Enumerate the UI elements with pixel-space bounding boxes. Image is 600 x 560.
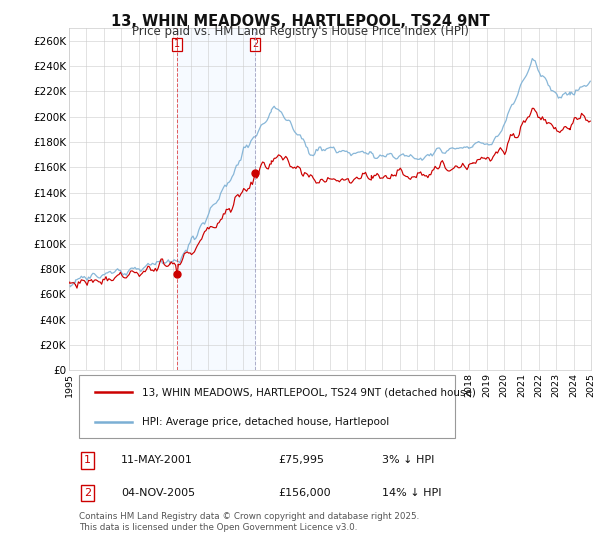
Text: £156,000: £156,000 (278, 488, 331, 498)
Text: 1: 1 (174, 39, 180, 49)
Bar (177, 28, 256, 370)
Text: 2: 2 (84, 488, 91, 498)
Text: Contains HM Land Registry data © Crown copyright and database right 2025.
This d: Contains HM Land Registry data © Crown c… (79, 512, 419, 531)
Text: 2: 2 (252, 39, 259, 49)
Text: 1: 1 (84, 455, 91, 465)
Text: 13, WHIN MEADOWS, HARTLEPOOL, TS24 9NT: 13, WHIN MEADOWS, HARTLEPOOL, TS24 9NT (110, 14, 490, 29)
Text: 13, WHIN MEADOWS, HARTLEPOOL, TS24 9NT (detached house): 13, WHIN MEADOWS, HARTLEPOOL, TS24 9NT (… (142, 388, 476, 398)
Text: HPI: Average price, detached house, Hartlepool: HPI: Average price, detached house, Hart… (142, 417, 389, 427)
Text: Price paid vs. HM Land Registry's House Price Index (HPI): Price paid vs. HM Land Registry's House … (131, 25, 469, 38)
Text: 04-NOV-2005: 04-NOV-2005 (121, 488, 196, 498)
Text: £75,995: £75,995 (278, 455, 324, 465)
FancyBboxPatch shape (79, 375, 455, 438)
Text: 14% ↓ HPI: 14% ↓ HPI (382, 488, 442, 498)
Text: 11-MAY-2001: 11-MAY-2001 (121, 455, 193, 465)
Text: 3% ↓ HPI: 3% ↓ HPI (382, 455, 434, 465)
